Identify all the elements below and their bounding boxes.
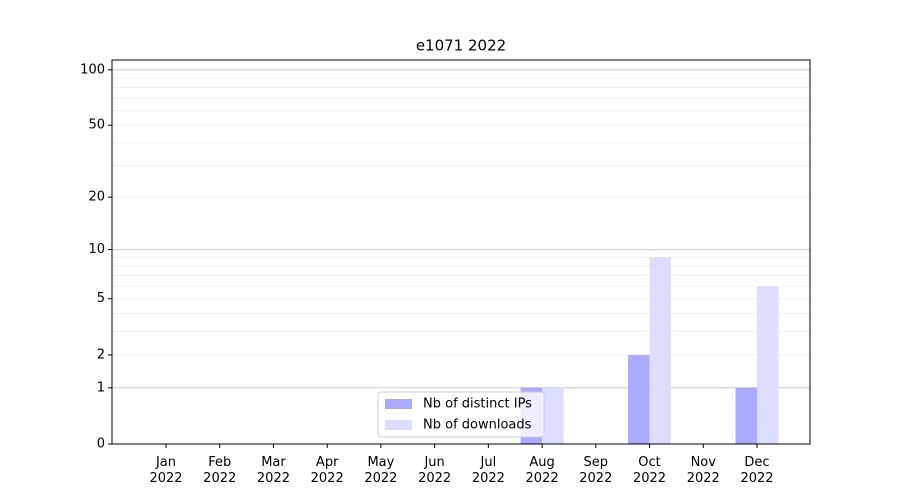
y-tick-label: 100 [80, 62, 105, 77]
x-tick-label: Feb 2022 [203, 455, 236, 486]
bar [628, 354, 650, 444]
x-tick-label: Aug 2022 [526, 455, 559, 486]
y-tick-label: 5 [97, 291, 105, 306]
legend-label: Nb of downloads [423, 418, 532, 433]
bar [649, 257, 672, 444]
x-tick-label: May 2022 [364, 455, 397, 486]
x-tick-label: Jan 2022 [149, 455, 182, 486]
legend-swatch [385, 399, 412, 409]
y-tick-label: 1 [97, 380, 105, 395]
x-tick-label: Jul 2022 [472, 455, 505, 486]
x-tick-label-line: 2022 [364, 471, 397, 486]
legend-label: Nb of distinct IPs [423, 397, 532, 412]
x-tick-label: Apr 2022 [311, 455, 344, 486]
x-tick-label-line: Jul [480, 455, 497, 470]
x-tick-label: Jun 2022 [418, 455, 451, 486]
x-tick-label-line: 2022 [579, 471, 612, 486]
x-tick-label-line: 2022 [687, 471, 720, 486]
x-tick-label: Mar 2022 [257, 455, 290, 486]
x-tick-label-line: 2022 [633, 471, 666, 486]
x-tick-label-line: Nov [691, 455, 717, 470]
x-tick-label-line: 2022 [257, 471, 290, 486]
x-tick-label-line: May [367, 455, 394, 470]
x-tick-label-line: 2022 [203, 471, 236, 486]
x-tick-label: Dec 2022 [740, 455, 773, 486]
x-tick-label-line: Mar [261, 455, 286, 470]
bar [542, 387, 564, 444]
y-tick-label: 0 [97, 437, 105, 452]
x-tick-label-line: 2022 [472, 471, 505, 486]
x-tick-label-line: 2022 [149, 471, 182, 486]
x-tick-label: Oct 2022 [633, 455, 666, 486]
x-tick-label-line: 2022 [740, 471, 773, 486]
y-tick-label: 50 [88, 118, 105, 133]
x-tick-label-line: Aug [529, 455, 554, 470]
x-tick-label-line: 2022 [311, 471, 344, 486]
y-tick-label: 20 [88, 190, 105, 205]
x-tick-label: Nov 2022 [687, 455, 720, 486]
x-tick-label-line: Oct [638, 455, 660, 470]
x-tick-label-line: Apr [316, 455, 339, 470]
chart-title: e1071 2022 [416, 37, 506, 55]
bar [735, 387, 757, 444]
x-tick-label-line: 2022 [418, 471, 451, 486]
x-tick-label-line: Feb [208, 455, 231, 470]
legend-box [377, 391, 545, 438]
x-tick-label-line: Sep [584, 455, 609, 470]
x-tick-label-line: Jun [423, 455, 444, 470]
y-tick-label: 10 [88, 242, 105, 257]
plot-frame [111, 59, 811, 445]
x-tick-label: Sep 2022 [579, 455, 612, 486]
x-tick-label-line: Dec [744, 455, 769, 470]
x-tick-label-line: 2022 [526, 471, 559, 486]
bar [757, 286, 779, 444]
legend-swatch [385, 420, 412, 430]
x-tick-label-line: Jan [155, 455, 176, 470]
y-tick-label: 2 [97, 347, 105, 362]
